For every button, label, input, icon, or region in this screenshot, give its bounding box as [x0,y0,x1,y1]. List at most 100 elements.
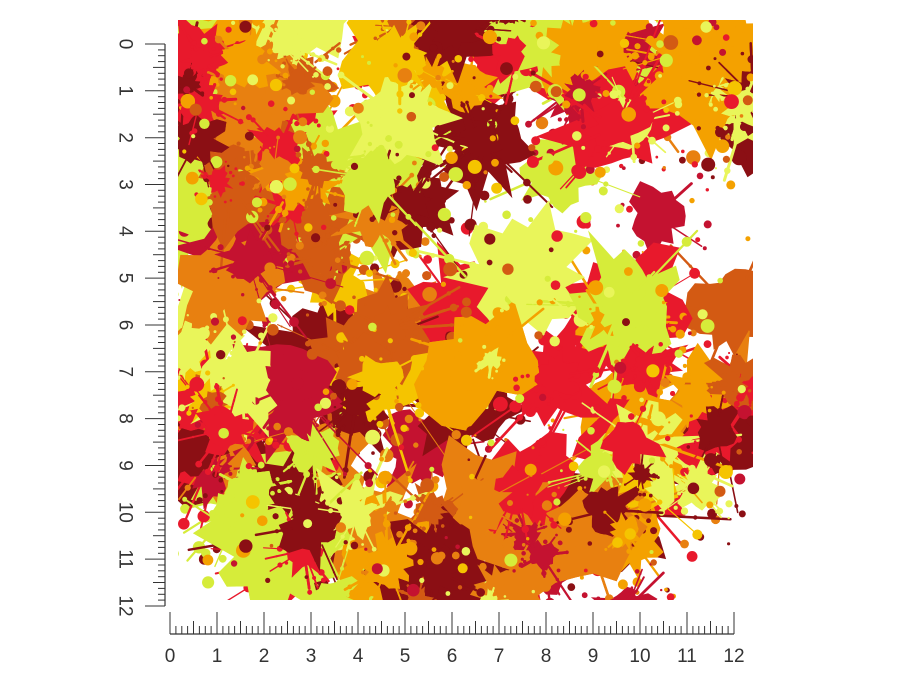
paint-droplet [634,142,641,149]
paint-splat [315,576,350,600]
paint-droplet [594,166,606,178]
paint-droplet [224,75,237,87]
paint-droplet [314,403,322,412]
paint-droplet [430,552,444,565]
horizontal-ruler-label: 1 [212,646,223,667]
paint-droplet [180,93,196,109]
paint-droplet [408,248,417,258]
paint-droplet [491,182,503,194]
paint-droplet [523,195,532,204]
paint-droplet [419,577,425,584]
paint-splat [285,221,356,284]
paint-droplet [303,519,313,529]
paint-droplet [182,149,187,154]
paint-droplet [502,537,515,550]
paint-droplet [651,411,666,427]
paint-splat [530,20,641,109]
paint-droplet [710,175,715,180]
paint-droplet [439,172,450,182]
paint-splat [262,24,305,69]
paint-droplet [218,428,229,439]
paint-droplet [420,478,435,493]
horizontal-ruler-label: 11 [677,646,697,667]
paint-droplet [530,80,542,93]
paint-droplet [714,485,726,497]
paint-droplet [451,59,455,63]
paint-droplet [298,86,305,94]
paint-droplet [462,181,471,190]
horizontal-ruler-label: 0 [165,646,176,667]
paint-splat [492,20,526,25]
paint-droplet [455,544,460,550]
paint-droplet [350,162,359,170]
paint-droplet [500,62,513,75]
paint-droplet [572,88,586,102]
paint-droplet [241,105,246,111]
paint-droplet [619,38,630,48]
paint-droplet [457,585,463,590]
paint-droplet [588,280,604,296]
paint-droplet [659,53,673,67]
horizontal-ruler-label: 5 [400,646,411,667]
paint-droplet [244,131,254,141]
paint-droplet [725,134,731,140]
paint-droplet [311,233,321,243]
paint-droplet [334,475,339,480]
paint-droplet [734,473,746,485]
paint-droplet [609,90,619,99]
paint-droplet [406,111,417,122]
paint-droplet [269,78,283,92]
paint-droplet [663,107,670,113]
paint-splat [300,431,326,465]
paint-splat [585,399,671,475]
horizontal-ruler-label: 4 [353,646,364,667]
paint-droplet [524,463,537,476]
paint-droplet [536,299,543,306]
paint-droplet [444,111,450,116]
paint-splat [686,394,739,468]
paint-droplet [597,465,611,478]
paint-splat [398,512,486,600]
paint-droplet [183,86,191,94]
paint-droplet [247,74,259,86]
paint-droplet [648,457,656,464]
paint-droplet [697,309,708,320]
paint-droplet [466,426,476,436]
paint-droplet [185,171,199,185]
paint-droplet [717,277,723,284]
paint-splat [279,187,340,245]
horizontal-ruler-label: 7 [494,646,505,667]
paint-droplet [397,68,413,83]
paint-droplet [666,593,675,600]
paint-droplet [484,233,496,245]
paint-splat [254,477,374,581]
paint-droplet [350,541,359,550]
paint-droplet [583,568,588,573]
paint-droplet [239,539,253,553]
paint-splat [208,457,293,533]
paint-splat [317,483,393,552]
paint-droplet [515,394,525,404]
vertical-ruler-label: 8 [115,413,136,424]
paint-droplet [230,560,238,567]
paint-splat [351,303,426,366]
paint-droplet [239,20,252,33]
paint-splat [209,22,289,106]
paint-droplet [257,515,268,527]
paint-droplet [409,32,419,42]
paint-droplet [695,237,701,243]
paint-droplet [251,197,263,208]
paint-droplet [402,52,411,61]
paint-droplet [403,541,418,556]
paint-droplet [700,21,712,33]
paint-droplet [660,378,670,388]
paint-droplet [191,134,196,139]
paint-droplet [210,317,220,326]
paint-droplet [384,500,397,513]
paint-droplet [293,145,301,153]
paint-droplet [429,466,435,472]
horizontal-ruler: 0 1 2 3 4 5 6 7 8 9 10 11 12 [165,612,745,667]
paint-droplet [309,89,315,95]
